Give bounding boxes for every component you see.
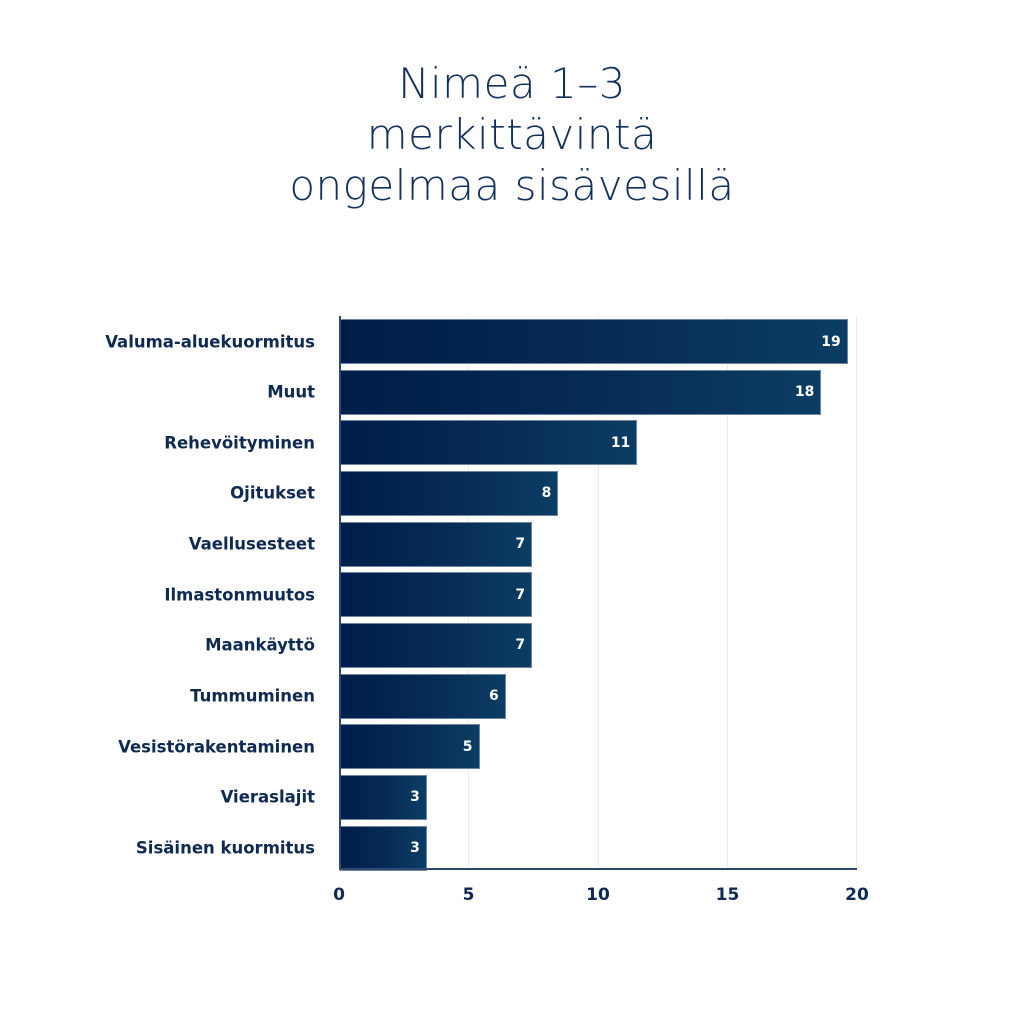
x-tick-label: 20 [845, 885, 869, 905]
category-label: Sisäinen kuormitus [135, 838, 315, 858]
bar: 3 [340, 774, 427, 820]
bar: 3 [340, 825, 427, 871]
category-label: Rehevöityminen [164, 433, 315, 453]
bar-value-label: 8 [541, 485, 552, 502]
bar-value-label: 3 [410, 840, 420, 856]
bar-value-label: 7 [515, 586, 526, 603]
gridline-15 [727, 316, 728, 870]
category-label: Vaellusesteet [188, 534, 315, 554]
x-tick-label: 15 [715, 885, 740, 905]
bar-value-label: 7 [515, 637, 526, 654]
bar-value-label: 5 [462, 738, 473, 755]
bar: 6 [340, 673, 506, 719]
bar: 7 [340, 622, 533, 668]
bar-value-label: 18 [794, 384, 815, 401]
category-label: Ojitukset [230, 483, 315, 503]
category-label: Muut [267, 382, 315, 402]
chart-title: Nimeä 1–3 merkittävintä ongelmaa sisäves… [0, 58, 1024, 211]
category-label: Ilmastonmuutos [164, 585, 315, 605]
y-axis-line [339, 316, 341, 870]
x-tick-label: 5 [462, 885, 475, 905]
bar: 7 [340, 572, 533, 618]
plot-area: 19 18 11 8 7 7 7 6 5 3 3 [339, 316, 857, 871]
bar-value-label: 6 [489, 688, 499, 705]
bar-value-label: 7 [515, 536, 526, 553]
title-line-2: merkittävintä [366, 110, 658, 159]
bar-value-label: 19 [821, 333, 841, 350]
title-line-1: Nimeä 1–3 [398, 59, 626, 108]
gridline-20 [856, 316, 857, 870]
title-line-3: ongelmaa sisävesillä [289, 161, 735, 210]
bar: 18 [340, 369, 822, 415]
x-axis-line [339, 868, 857, 870]
category-label: Maankäyttö [205, 635, 315, 655]
category-label: Vesistörakentaminen [118, 737, 315, 757]
bar: 7 [340, 521, 533, 567]
category-label: Vieraslajit [220, 787, 315, 807]
bar: 11 [340, 420, 638, 466]
category-label: Tummuminen [190, 686, 315, 706]
gridline-10 [598, 316, 599, 870]
x-tick-label: 10 [586, 885, 610, 905]
bar: 5 [340, 724, 480, 770]
bar: 8 [340, 470, 559, 516]
category-label: Valuma-aluekuormitus [105, 332, 315, 351]
bar-value-label: 3 [410, 789, 420, 806]
bar: 19 [340, 319, 848, 364]
bar-value-label: 11 [610, 434, 631, 451]
x-tick-label: 0 [333, 885, 345, 905]
